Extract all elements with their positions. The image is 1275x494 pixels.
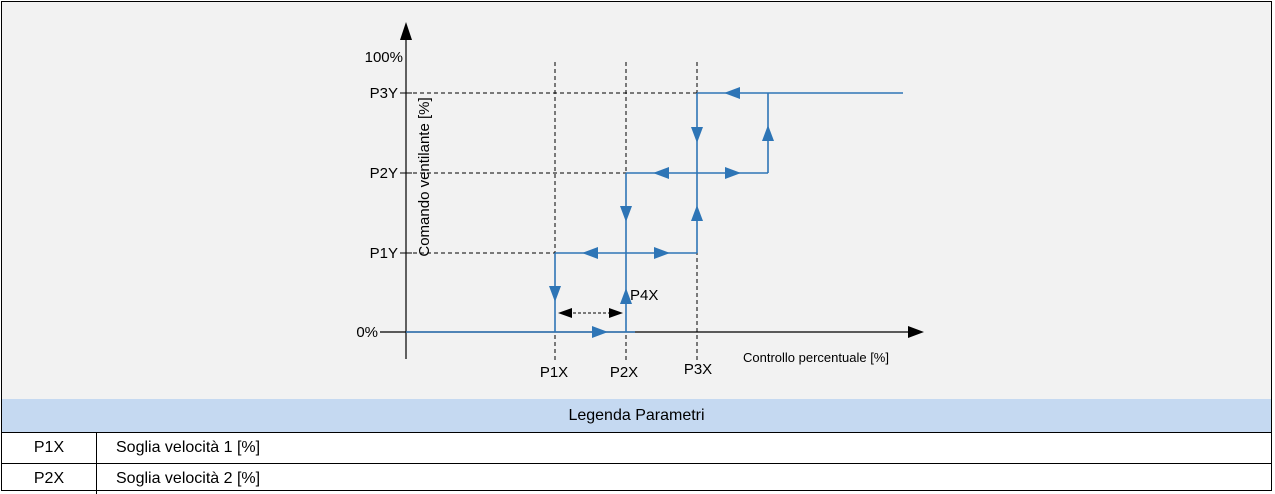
arrow-left-icon (724, 87, 740, 99)
arrow-left-icon (582, 247, 598, 259)
fan-speed-diagram: P4X 100% P3Y P2Y P1Y 0% P1X P2X P3X Cont… (2, 2, 1271, 400)
hysteresis-label: P4X (630, 287, 658, 304)
diagram-svg: P4X 100% P3Y P2Y P1Y 0% P1X P2X P3X Cont… (356, 22, 924, 381)
legend-description: Soglia velocità 1 [%] (116, 439, 261, 456)
guide-lines (406, 62, 698, 360)
x-axis-arrowhead (908, 326, 924, 338)
arrow-left-icon (653, 167, 669, 179)
x-tick-p1x: P1X (540, 364, 568, 381)
arrow-up-icon (691, 205, 703, 221)
x-tick-p2x: P2X (610, 364, 638, 381)
arrow-down-icon (691, 127, 703, 143)
arrow-right-icon (654, 247, 670, 259)
arrow-down-icon (620, 206, 632, 222)
y-tick-marks (400, 92, 412, 254)
arrow-up-icon (620, 288, 632, 304)
direction-arrows (549, 87, 774, 338)
arrow-right-icon (592, 326, 608, 338)
y-axis-title: Comando ventilante [%] (416, 97, 433, 256)
x-tick-labels: P1X P2X P3X (540, 361, 712, 381)
x-axis-title: Controllo percentuale [%] (743, 350, 889, 365)
y-tick-zero: 0% (356, 324, 378, 341)
legend-code: P1X (2, 433, 97, 463)
legend-code: P2X (2, 464, 97, 494)
y-tick-labels: 100% P3Y P2Y P1Y 0% (356, 49, 403, 341)
legend-row: P2X Soglia velocità 2 [%] (2, 464, 1271, 494)
y-tick-p2y: P2Y (370, 165, 398, 182)
y-tick-p1y: P1Y (370, 245, 398, 262)
arrow-up-icon (762, 125, 774, 141)
x-tick-p3x: P3X (684, 361, 712, 378)
legend-description: Soglia velocità 2 [%] (116, 470, 261, 487)
arrow-down-icon (549, 286, 561, 302)
arrow-right-icon (609, 308, 623, 318)
arrow-right-icon (725, 167, 741, 179)
hysteresis-indicator: P4X (558, 287, 658, 318)
legend-row: P1X Soglia velocità 1 [%] (2, 433, 1271, 464)
y-axis-arrowhead (400, 22, 412, 40)
y-tick-100: 100% (365, 49, 403, 66)
y-tick-p3y: P3Y (370, 85, 398, 102)
legend-title: Legenda Parametri (2, 399, 1271, 433)
axes (380, 22, 924, 359)
arrow-left-icon (558, 308, 572, 318)
